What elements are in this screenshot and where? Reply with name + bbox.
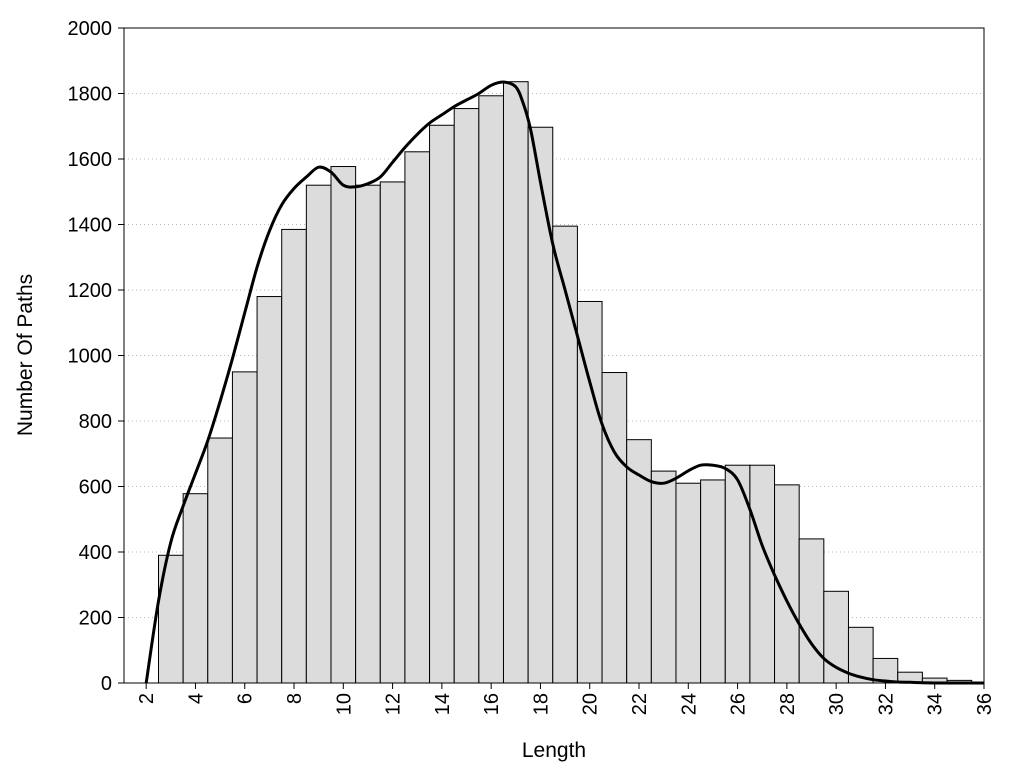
- bar: [749, 464, 776, 684]
- y-axis-label: Number Of Paths: [14, 274, 37, 436]
- bar: [527, 126, 554, 684]
- x-tick-label: 28: [777, 693, 799, 715]
- x-tick-label: 2: [136, 693, 158, 704]
- bar: [429, 124, 455, 684]
- y-tick-label: 200: [79, 608, 112, 630]
- x-tick-label: 8: [284, 693, 306, 704]
- bar: [330, 166, 357, 684]
- bar: [182, 493, 209, 684]
- bar: [552, 225, 578, 684]
- x-tick-label: 14: [432, 693, 454, 715]
- x-tick-label: 6: [235, 693, 257, 704]
- smoothed-curve: [144, 80, 984, 685]
- x-tick-label: 30: [826, 693, 848, 715]
- x-tick-label: 16: [481, 693, 503, 715]
- bar: [823, 590, 849, 684]
- bar: [502, 81, 529, 684]
- y-tick-label: 0: [101, 673, 112, 695]
- x-tick-label: 24: [678, 693, 700, 715]
- y-tick-label: 1800: [68, 84, 113, 106]
- bar: [675, 482, 702, 684]
- bar: [700, 479, 726, 684]
- x-tick-label: 20: [580, 693, 602, 715]
- bar: [355, 184, 381, 684]
- x-axis-label: Length: [522, 739, 586, 762]
- y-tick-label: 1000: [68, 346, 113, 368]
- bar: [650, 470, 677, 684]
- x-tick-label: 26: [728, 693, 750, 715]
- bar: [379, 181, 406, 684]
- y-axis-ticks: 0 200 400 600 800 1000 1200 1400 1600 1800 2000: [68, 18, 124, 695]
- bar: [453, 108, 480, 684]
- bar: [256, 296, 283, 684]
- y-tick-label: 1400: [68, 215, 113, 237]
- density-curve: [144, 80, 984, 685]
- bar: [601, 372, 628, 684]
- x-tick-label: 10: [333, 693, 355, 715]
- y-tick-label: 600: [79, 477, 112, 499]
- x-tick-label: 22: [629, 693, 651, 715]
- bar: [207, 437, 233, 684]
- bar: [404, 151, 431, 684]
- x-tick-label: 36: [974, 693, 996, 715]
- x-tick-label: 12: [383, 693, 405, 715]
- x-axis-ticks: 2 4 6 8 10 12 14 16 18 20 22 24 26 28 30 32 34 36: [136, 683, 996, 715]
- bar: [576, 300, 603, 684]
- bar: [281, 228, 307, 684]
- bar: [231, 371, 258, 684]
- y-tick-label: 1200: [68, 280, 113, 302]
- x-tick-label: 18: [530, 693, 552, 715]
- y-tick-label: 400: [79, 542, 112, 564]
- bar: [798, 538, 825, 684]
- x-tick-label: 34: [925, 693, 947, 715]
- x-tick-label: 32: [875, 693, 897, 715]
- bars: [157, 81, 973, 684]
- y-tick-label: 1600: [68, 149, 113, 171]
- bar: [478, 95, 504, 684]
- y-tick-label: 800: [79, 411, 112, 433]
- bar: [305, 184, 332, 684]
- y-tick-label: 2000: [68, 18, 113, 40]
- x-tick-label: 4: [185, 693, 207, 704]
